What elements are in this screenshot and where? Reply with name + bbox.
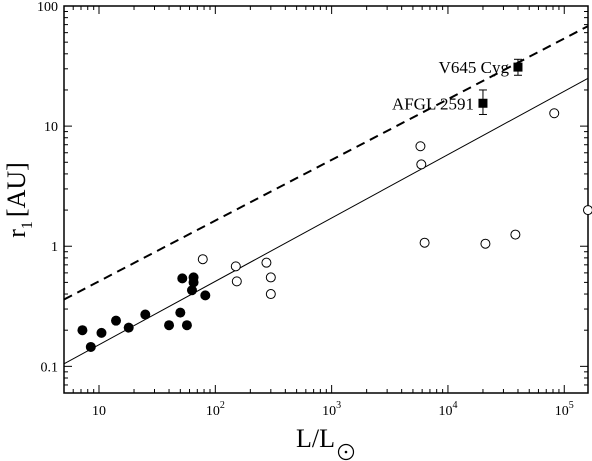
y-tick-label: 0.1 [41, 360, 59, 375]
filled-circle-point [200, 290, 211, 301]
filled-circle-point [96, 327, 107, 338]
y-axis-label-var: r [2, 229, 31, 238]
solid-fit-line [64, 77, 588, 365]
filled-circle-point [181, 320, 192, 331]
open-circle-point [510, 229, 521, 240]
filled-circle-point [188, 272, 199, 283]
x-tick-label: 103 [322, 400, 341, 419]
y-axis-label-sub: 1 [19, 221, 36, 229]
filled-square-point [478, 98, 488, 108]
x-tick-label: 10 [92, 404, 106, 419]
y-tick-label: 100 [37, 0, 58, 15]
source-label: V645 Cyg [439, 58, 510, 77]
plot-frame [63, 5, 589, 394]
filled-circle-point [111, 315, 122, 326]
open-circle-point [583, 205, 592, 216]
filled-circle-point [177, 273, 188, 284]
filled-circle-point [77, 325, 88, 336]
axis-tick-labels: 10 102 103 104 105 0.1 1 10 100 [37, 0, 574, 419]
source-annotations: AFGL 2591 V645 Cyg [392, 58, 510, 113]
filled-circle-point [186, 285, 197, 296]
open-circle-point [265, 289, 276, 300]
filled-circle-point [175, 307, 186, 318]
open-circle-point [230, 261, 241, 272]
data-markers [77, 58, 592, 352]
filled-circle-point [85, 341, 96, 352]
axis-ticks [63, 5, 588, 394]
x-axis-label-text: L/L [296, 424, 335, 453]
filled-square-point [513, 62, 523, 72]
source-label: AFGL 2591 [392, 94, 474, 113]
open-circle-point [480, 238, 491, 249]
filled-circle-point [140, 309, 151, 320]
open-circle-point [265, 272, 276, 283]
y-axis-label-unit: [AU] [2, 162, 31, 217]
open-circle-point [419, 237, 430, 248]
filled-circle-point [123, 322, 134, 333]
y-axis-label: r1 [AU] [2, 162, 36, 238]
open-circle-point [549, 108, 560, 119]
dashed-fit-line [64, 25, 588, 301]
fit-lines [64, 25, 588, 365]
x-axis-label: L/L [296, 424, 335, 453]
open-circle-point [261, 257, 272, 268]
x-tick-label: 104 [438, 400, 457, 419]
filled-circle-point [164, 320, 175, 331]
plot-area [63, 5, 589, 394]
open-circle-point [415, 141, 426, 152]
sun-symbol [337, 443, 355, 461]
x-tick-label: 102 [206, 400, 225, 419]
open-circle-point [416, 159, 427, 170]
x-tick-label: 105 [555, 400, 574, 419]
open-circle-point [197, 254, 208, 265]
y-tick-label: 10 [44, 120, 58, 135]
open-circle-point [231, 276, 242, 287]
y-tick-label: 1 [51, 240, 58, 255]
